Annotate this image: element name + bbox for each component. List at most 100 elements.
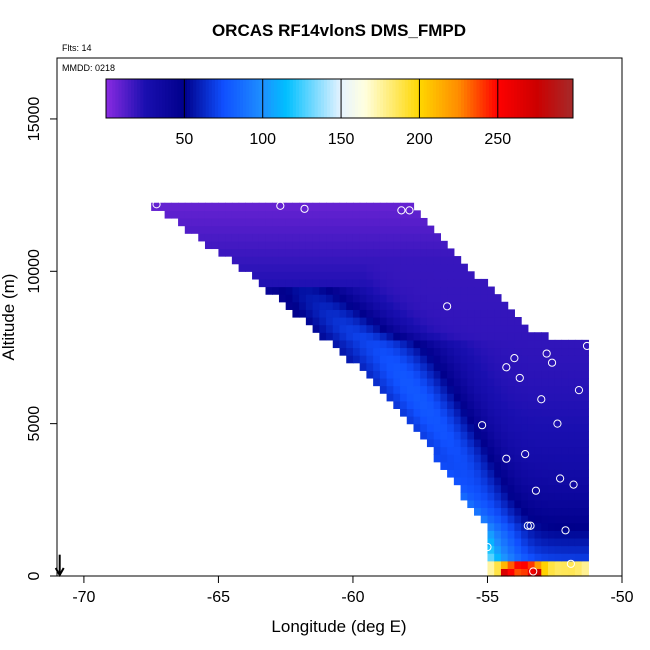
heatmap-cell <box>494 294 502 303</box>
heatmap-cell <box>440 256 448 265</box>
colorbar-segment <box>177 79 182 118</box>
heatmap-cell <box>521 347 529 356</box>
heatmap-cell <box>581 568 589 577</box>
heatmap-cell <box>500 553 509 562</box>
colorbar-segment <box>211 79 216 118</box>
heatmap-cell <box>400 202 408 211</box>
heatmap-cell <box>453 476 462 486</box>
heatmap-cell <box>521 476 529 486</box>
heatmap-cell <box>245 263 253 272</box>
heatmap-cell <box>386 324 394 333</box>
heatmap-cell <box>568 370 576 379</box>
heatmap-cell <box>574 553 583 562</box>
heatmap-cell <box>379 317 388 326</box>
colorbar-segment <box>317 79 322 118</box>
heatmap-cell <box>285 233 294 242</box>
heatmap-cell <box>487 393 495 402</box>
heatmap-cell <box>480 492 489 501</box>
heatmap-cell <box>487 294 495 303</box>
heatmap-cell <box>157 202 166 211</box>
heatmap-cell <box>487 286 495 295</box>
heatmap-cell <box>258 202 267 211</box>
x-tick-label: -55 <box>476 589 499 606</box>
heatmap-cell <box>413 408 421 417</box>
heatmap-cell <box>514 362 522 371</box>
heatmap-cell <box>453 446 462 455</box>
heatmap-cell <box>500 362 509 371</box>
heatmap-cell <box>359 248 368 257</box>
heatmap-cell <box>514 545 522 554</box>
heatmap-cell <box>420 317 428 326</box>
heatmap-cell <box>420 377 428 387</box>
heatmap-cell <box>352 240 361 250</box>
heatmap-cell <box>541 370 549 379</box>
heatmap-cell <box>440 286 448 295</box>
heatmap-cell <box>258 278 267 288</box>
heatmap-cell <box>292 233 300 242</box>
heatmap-cell <box>352 324 361 333</box>
heatmap-cell <box>447 461 455 470</box>
heatmap-cell <box>184 217 193 227</box>
heatmap-cell <box>568 416 576 425</box>
heatmap-cell <box>534 377 542 387</box>
heatmap-cell <box>561 385 569 394</box>
heatmap-cell <box>258 271 267 280</box>
heatmap-cell <box>373 317 381 326</box>
colorbar-segment <box>507 79 512 118</box>
heatmap-cell <box>426 225 435 234</box>
heatmap-cell <box>278 294 287 303</box>
heatmap-cell <box>460 263 468 272</box>
colorbar-segment <box>202 79 207 118</box>
heatmap-cell <box>568 355 576 364</box>
heatmap-cell <box>507 332 515 341</box>
heatmap-cell <box>272 240 280 250</box>
heatmap-cell <box>346 240 354 250</box>
colorbar-segment <box>436 79 440 118</box>
heatmap-cell <box>285 278 294 288</box>
heatmap-cell <box>447 309 455 318</box>
heatmap-cell <box>494 324 502 333</box>
heatmap-cell <box>487 400 495 410</box>
heatmap-cell <box>386 362 394 371</box>
heatmap-cell <box>319 233 327 242</box>
heatmap-cell <box>561 537 569 547</box>
heatmap-cell <box>326 286 334 295</box>
colorbar-segment <box>137 79 141 118</box>
heatmap-cell <box>561 446 569 455</box>
heatmap-cell <box>487 446 495 455</box>
heatmap-cell <box>453 370 462 379</box>
y-tick-label: 0 <box>26 571 43 580</box>
heatmap-cell <box>574 515 583 524</box>
heatmap-cell <box>319 256 327 265</box>
heatmap-cell <box>406 385 415 394</box>
colorbar-segment <box>423 79 428 118</box>
heatmap-cell <box>433 309 441 318</box>
heatmap-cell <box>305 233 314 242</box>
colorbar-segment <box>432 79 437 118</box>
heatmap-cell <box>500 385 509 394</box>
heatmap-cell <box>373 210 381 219</box>
heatmap-cell <box>474 347 482 356</box>
heatmap-cell <box>352 233 361 242</box>
heatmap-cell <box>507 568 515 577</box>
colorbar-segment <box>323 79 328 118</box>
heatmap-cell <box>554 553 563 562</box>
heatmap-cell <box>258 256 267 265</box>
heatmap-cell <box>406 271 415 280</box>
colorbar-segment <box>308 79 312 118</box>
heatmap-cell <box>198 202 206 211</box>
heatmap-cell <box>312 210 320 219</box>
heatmap-cell <box>426 416 435 425</box>
heatmap-cell <box>467 301 475 310</box>
heatmap-cell <box>487 515 495 524</box>
heatmap-cell <box>568 469 576 478</box>
heatmap-cell <box>581 553 589 562</box>
heatmap-cell <box>204 210 213 219</box>
heatmap-cell <box>238 263 246 272</box>
heatmap-cell <box>191 202 199 211</box>
heatmap-cell <box>359 362 368 371</box>
heatmap-cell <box>554 537 563 547</box>
heatmap-cell <box>426 309 435 318</box>
heatmap-cell <box>339 278 347 288</box>
heatmap-cell <box>379 233 388 242</box>
